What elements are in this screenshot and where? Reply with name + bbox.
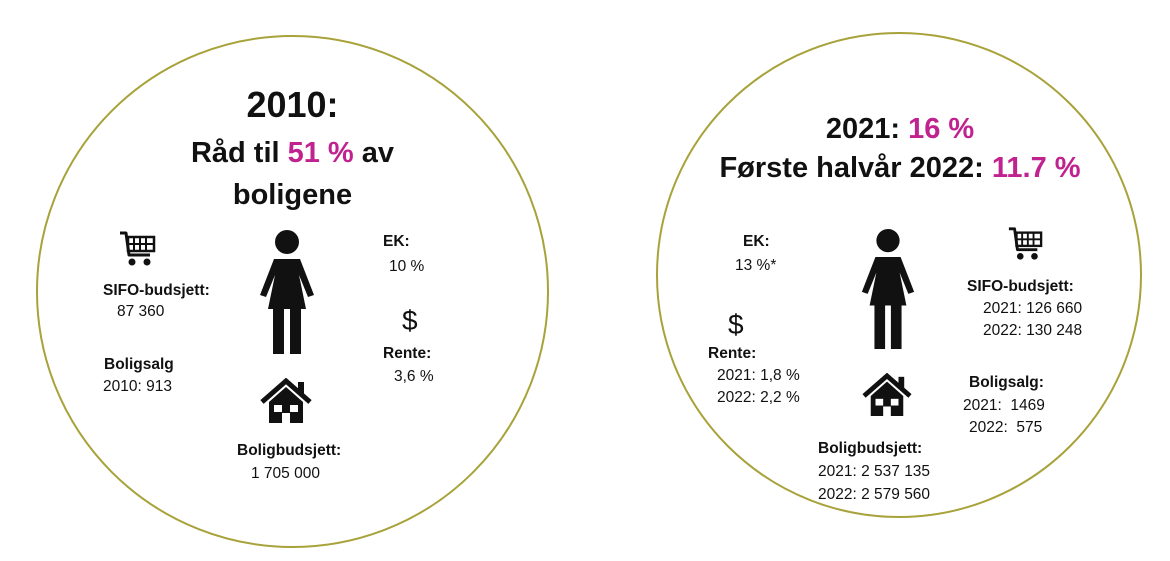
sales-2021: 2021: 1469 (963, 397, 1045, 414)
share-line-2022: Første halvår 2022: 11.7 % (690, 152, 1110, 185)
rate-label-right: Rente: (708, 345, 757, 362)
ek-value: 10 % (389, 258, 425, 275)
rate-2021: 2021: 1,8 % (717, 367, 800, 384)
cart-icon (118, 229, 156, 269)
share-2021-percentage: 16 % (908, 113, 975, 145)
circle-2010 (36, 35, 549, 548)
ek-label: EK: (383, 233, 410, 250)
budget-2021: 2021: 2 537 135 (818, 463, 931, 480)
sales-value: 2010: 913 (103, 378, 172, 395)
advice-line-2: boligene (232, 179, 353, 211)
dollar-icon: $ (402, 305, 418, 336)
person-icon (856, 228, 920, 350)
advice-prefix: Råd til (190, 137, 288, 169)
house-icon (260, 378, 312, 424)
sifo-2021: 2021: 126 660 (983, 300, 1083, 317)
advice-suffix: av (353, 137, 395, 169)
sales-2022: 2022: 575 (969, 419, 1043, 436)
ek-value-right: 13 %* (735, 257, 777, 274)
budget-2022: 2022: 2 579 560 (818, 486, 931, 503)
sales-label-right: Boligsalg: (969, 374, 1044, 391)
share-line-2021: 2021: 16 % (700, 113, 1100, 146)
rate-2022: 2022: 2,2 % (717, 389, 800, 406)
sifo-2022: 2022: 130 248 (983, 322, 1083, 339)
share-2022-prefix: Første halvår 2022: (719, 152, 992, 184)
budget-label: Boligbudsjett: (237, 442, 342, 459)
budget-label-right: Boligbudsjett: (818, 440, 923, 457)
year-heading-2010: 2010: (246, 84, 339, 125)
rate-value: 3,6 % (394, 368, 434, 385)
advice-line: Råd til 51 % av (140, 137, 445, 170)
house-icon (862, 373, 912, 417)
sales-label: Boligsalg (104, 356, 174, 373)
ek-label-right: EK: (743, 233, 770, 250)
rate-label: Rente: (383, 345, 432, 362)
sifo-value: 87 360 (117, 303, 165, 320)
dollar-icon: $ (728, 309, 744, 340)
sifo-label: SIFO-budsjett: (103, 282, 210, 299)
circle-2021-2022 (656, 32, 1142, 518)
share-2022-percentage: 11.7 % (991, 152, 1081, 184)
person-icon (254, 229, 320, 355)
cart-icon (1007, 225, 1043, 263)
share-2021-prefix: 2021: (825, 113, 909, 145)
advice-percentage: 51 % (287, 137, 354, 169)
sifo-label-right: SIFO-budsjett: (967, 278, 1074, 295)
budget-value: 1 705 000 (251, 465, 320, 482)
